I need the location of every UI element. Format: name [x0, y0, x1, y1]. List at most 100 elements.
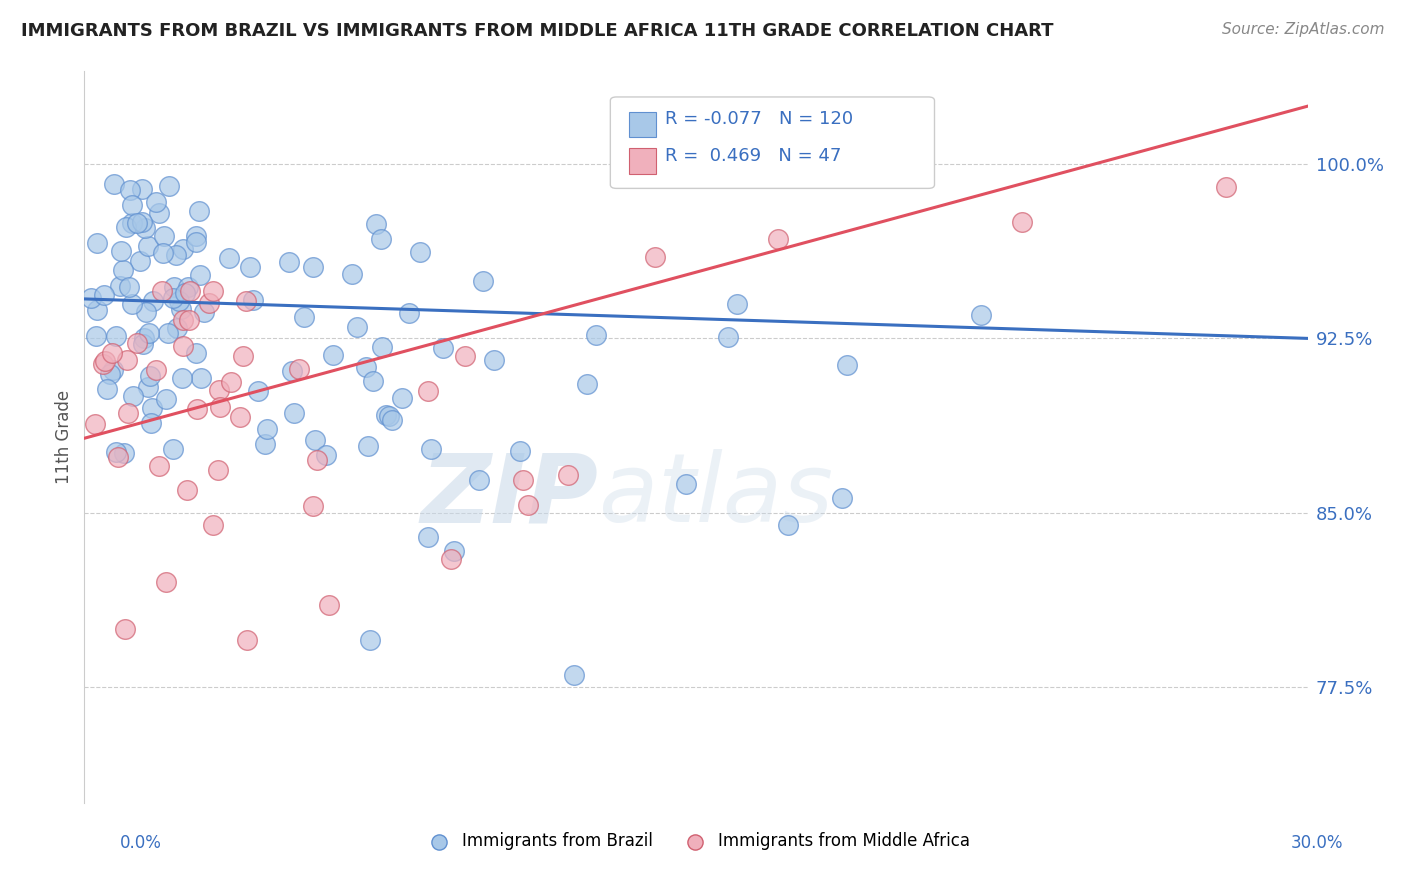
Point [111, 263, 134, 277]
Point [409, 244, 432, 259]
Point [139, 416, 162, 430]
Point [155, 392, 177, 406]
Point [118, 280, 141, 294]
Point [156, 326, 179, 340]
Point [420, 442, 443, 456]
Point [162, 442, 184, 456]
Point [105, 445, 128, 459]
Point [208, 401, 231, 415]
Point [391, 392, 413, 406]
Point [135, 304, 157, 318]
Point [184, 228, 207, 243]
Point [443, 544, 465, 558]
Point [157, 179, 180, 194]
Text: IMMIGRANTS FROM BRAZIL VS IMMIGRANTS FROM MIDDLE AFRICA 11TH GRADE CORRELATION C: IMMIGRANTS FROM BRAZIL VS IMMIGRANTS FRO… [21, 22, 1053, 40]
Point [354, 359, 377, 374]
Point [346, 319, 368, 334]
Point [91, 357, 114, 371]
Y-axis label: 11th Grade: 11th Grade [55, 390, 73, 484]
Point [418, 530, 440, 544]
Point [187, 204, 209, 219]
Point [644, 250, 666, 264]
Point [114, 622, 136, 636]
Point [292, 310, 315, 325]
Point [208, 383, 231, 397]
Point [179, 284, 201, 298]
Point [121, 198, 143, 212]
Point [432, 341, 454, 355]
Point [675, 477, 697, 491]
Point [219, 375, 242, 389]
Point [108, 279, 131, 293]
Point [418, 384, 440, 399]
Point [467, 474, 489, 488]
Point [378, 409, 401, 424]
Point [232, 350, 254, 364]
Point [107, 450, 129, 464]
Point [242, 293, 264, 307]
Point [84, 329, 107, 343]
Text: 0.0%: 0.0% [120, 834, 162, 852]
Point [281, 363, 304, 377]
Point [254, 437, 277, 451]
Point [453, 349, 475, 363]
Text: R = -0.077   N = 120: R = -0.077 N = 120 [665, 110, 853, 128]
Point [145, 194, 167, 209]
Point [148, 205, 170, 219]
Point [188, 268, 211, 283]
Text: R =  0.469   N = 47: R = 0.469 N = 47 [665, 146, 842, 165]
Point [239, 260, 262, 274]
Point [117, 406, 139, 420]
Point [169, 294, 191, 309]
Point [304, 433, 326, 447]
Point [132, 331, 155, 345]
Point [177, 313, 200, 327]
Point [725, 296, 748, 310]
Point [283, 406, 305, 420]
FancyBboxPatch shape [628, 148, 655, 174]
Point [361, 375, 384, 389]
Legend: Immigrants from Brazil, Immigrants from Middle Africa: Immigrants from Brazil, Immigrants from … [415, 825, 977, 856]
Point [176, 483, 198, 498]
Point [136, 379, 159, 393]
Point [202, 284, 225, 298]
Point [776, 517, 799, 532]
Point [1011, 215, 1033, 229]
Point [172, 313, 194, 327]
Point [115, 353, 138, 368]
Point [357, 439, 380, 453]
Point [131, 215, 153, 229]
Point [94, 354, 117, 368]
Point [440, 552, 463, 566]
Point [104, 329, 127, 343]
Point [142, 293, 165, 308]
Point [398, 306, 420, 320]
FancyBboxPatch shape [610, 97, 935, 188]
Point [218, 251, 240, 265]
Point [101, 362, 124, 376]
Point [172, 370, 194, 384]
Point [381, 413, 404, 427]
Point [86, 303, 108, 318]
Point [307, 453, 329, 467]
Point [80, 292, 103, 306]
Text: atlas: atlas [598, 449, 834, 542]
Point [302, 499, 325, 513]
Point [318, 599, 340, 613]
Point [121, 216, 143, 230]
Point [127, 335, 149, 350]
Point [576, 376, 599, 391]
Point [100, 345, 122, 359]
Point [141, 401, 163, 415]
Point [835, 358, 858, 372]
Point [93, 288, 115, 302]
Point [131, 181, 153, 195]
Point [173, 285, 195, 300]
Point [315, 448, 337, 462]
Point [509, 443, 531, 458]
Point [229, 410, 252, 425]
Text: ZIP: ZIP [420, 449, 598, 542]
Point [176, 279, 198, 293]
Point [165, 248, 187, 262]
Point [370, 232, 392, 246]
